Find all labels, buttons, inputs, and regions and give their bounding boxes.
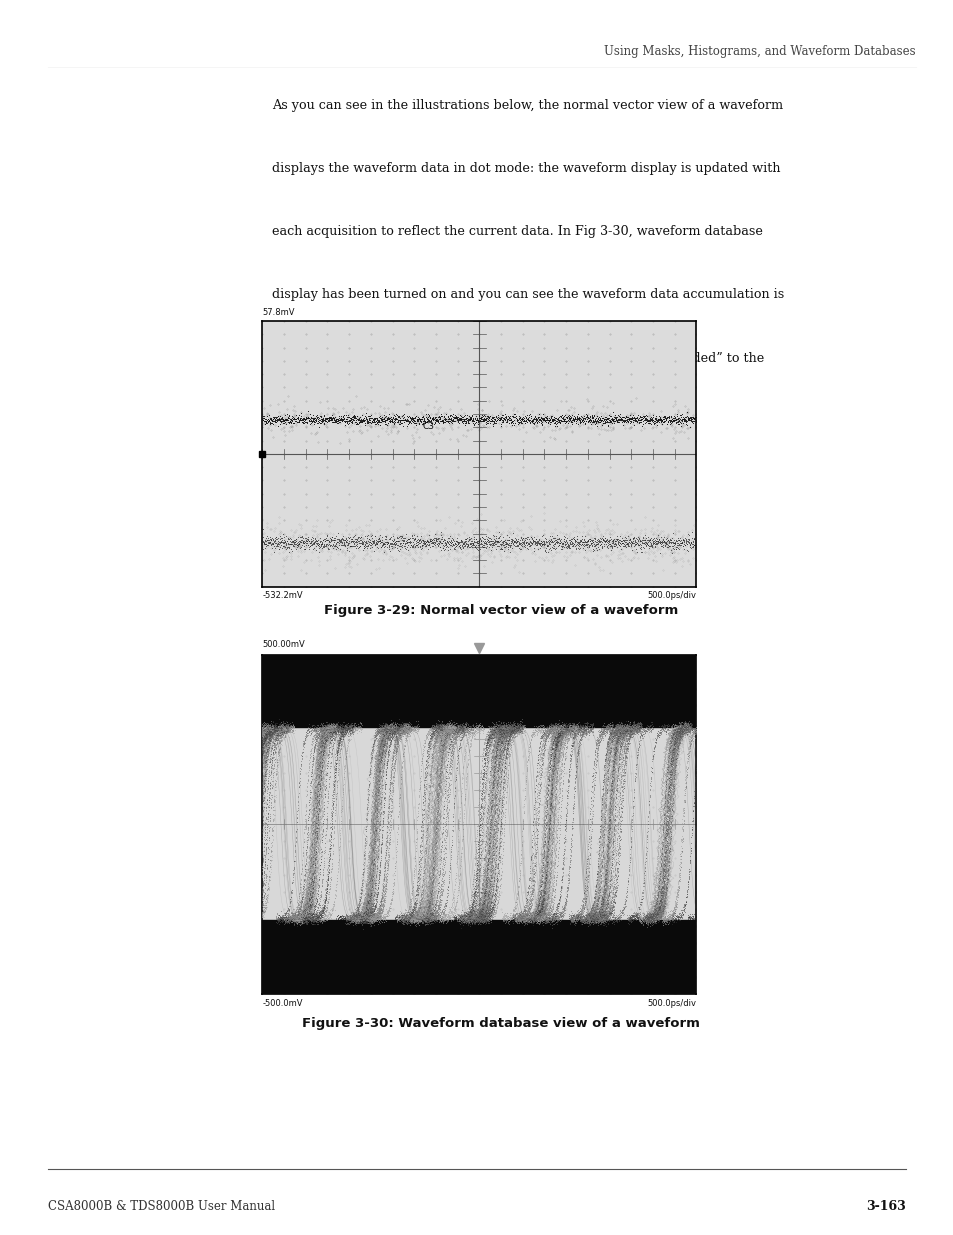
Text: displayed all at once, with subsequent acquisition data being “added” to the: displayed all at once, with subsequent a…	[272, 352, 763, 364]
Text: C3: C3	[422, 422, 435, 431]
Text: display has been turned on and you can see the waveform data accumulation is: display has been turned on and you can s…	[272, 288, 783, 301]
Text: 3-163: 3-163	[865, 1200, 905, 1214]
Text: 500.00mV: 500.00mV	[262, 641, 305, 650]
Text: As you can see in the illustrations below, the normal vector view of a waveform: As you can see in the illustrations belo…	[272, 99, 782, 111]
Bar	[262, 646, 696, 726]
Text: displays the waveform data in dot mode: the waveform display is updated with: displays the waveform data in dot mode: …	[272, 162, 780, 175]
Text: Figure 3-30: Waveform database view of a waveform: Figure 3-30: Waveform database view of a…	[301, 1018, 700, 1030]
Text: 500.0ps/div: 500.0ps/div	[646, 590, 696, 600]
Text: display as it is acquired.: display as it is acquired.	[272, 415, 429, 427]
Text: CSA8000B & TDS8000B User Manual: CSA8000B & TDS8000B User Manual	[48, 1200, 274, 1214]
Text: -500.0mV: -500.0mV	[262, 999, 303, 1008]
Text: each acquisition to reflect the current data. In Fig 3‑30, waveform database: each acquisition to reflect the current …	[272, 225, 762, 238]
Text: Using Masks, Histograms, and Waveform Databases: Using Masks, Histograms, and Waveform Da…	[603, 44, 915, 58]
Text: 500.0ps/div: 500.0ps/div	[646, 999, 696, 1008]
Text: 57.8mV: 57.8mV	[262, 308, 295, 317]
Text: Figure 3-29: Normal vector view of a waveform: Figure 3-29: Normal vector view of a wav…	[323, 604, 678, 616]
Bar	[262, 920, 696, 998]
Text: -532.2mV: -532.2mV	[262, 590, 303, 600]
